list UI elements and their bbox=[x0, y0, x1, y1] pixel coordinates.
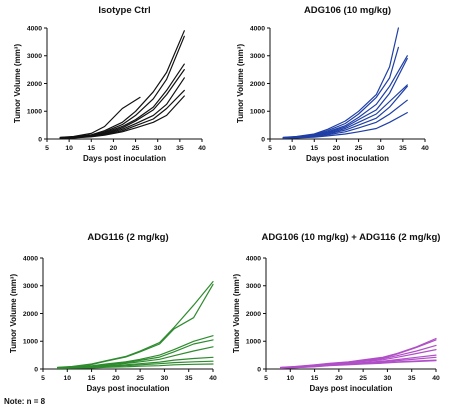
x-tick-label: 35 bbox=[185, 375, 193, 382]
y-tick-label: 3000 bbox=[250, 53, 265, 60]
x-tick-label: 15 bbox=[88, 145, 96, 152]
y-tick-label: 2000 bbox=[246, 311, 261, 318]
panel-isotype-ctrl: Isotype Ctrl 0 1000 2000 3000 4000 5 10 15 20 25 30… bbox=[13, 5, 206, 163]
y-tick-label: 4000 bbox=[246, 255, 261, 262]
y-tick-label: 4000 bbox=[250, 25, 265, 32]
y-tick-label: 4000 bbox=[27, 25, 42, 32]
series-line-8 bbox=[282, 111, 408, 139]
y-axis-label: Tumor Volume (mm³) bbox=[236, 44, 245, 124]
x-tick-label: 25 bbox=[355, 145, 363, 152]
x-tick-label: 35 bbox=[408, 375, 416, 382]
x-tick-label: 15 bbox=[311, 375, 319, 382]
x-axis-label: Days post inoculation bbox=[306, 154, 389, 163]
x-tick-label: 35 bbox=[399, 145, 407, 152]
series-line-2 bbox=[56, 283, 214, 369]
y-tick-label: 0 bbox=[38, 136, 42, 143]
y-tick-label: 2000 bbox=[27, 81, 42, 88]
y-axis-label: Tumor Volume (mm³) bbox=[232, 274, 241, 354]
x-tick-label: 15 bbox=[311, 145, 319, 152]
x-tick-label: 5 bbox=[41, 375, 45, 382]
series-line-1 bbox=[282, 27, 399, 138]
x-tick-label: 5 bbox=[264, 375, 268, 382]
x-axis-label: Days post inoculation bbox=[83, 154, 166, 163]
x-tick-label: 30 bbox=[384, 375, 392, 382]
y-tick-label: 0 bbox=[257, 366, 261, 373]
panel-adg106: ADG106 (10 mg/kg) 0 1000 2000 3000 4000 5 10 15 2… bbox=[236, 5, 429, 163]
series-line-4 bbox=[59, 63, 185, 139]
x-tick-label: 15 bbox=[88, 375, 96, 382]
series-line-8 bbox=[56, 363, 214, 369]
x-tick-label: 40 bbox=[432, 375, 440, 382]
y-tick-label: 2000 bbox=[23, 311, 38, 318]
x-tick-label: 35 bbox=[176, 145, 184, 152]
x-tick-label: 25 bbox=[359, 375, 367, 382]
x-tick-label: 10 bbox=[65, 145, 73, 152]
x-tick-label: 30 bbox=[161, 375, 169, 382]
panel-title: ADG116 (2 mg/kg) bbox=[87, 232, 168, 243]
y-axis-label: Tumor Volume (mm³) bbox=[13, 44, 22, 124]
series-line-2 bbox=[282, 46, 399, 139]
x-tick-label: 20 bbox=[333, 145, 341, 152]
y-tick-label: 0 bbox=[261, 136, 265, 143]
x-axis-label: Days post inoculation bbox=[309, 384, 392, 393]
x-tick-label: 25 bbox=[136, 375, 144, 382]
y-tick-label: 0 bbox=[34, 366, 38, 373]
x-tick-label: 40 bbox=[209, 375, 217, 382]
y-tick-label: 3000 bbox=[27, 53, 42, 60]
panel-combination: ADG106 (10 mg/kg) + ADG116 (2 mg/kg) 0 100… bbox=[232, 232, 440, 393]
y-tick-label: 2000 bbox=[250, 81, 265, 88]
x-tick-label: 25 bbox=[132, 145, 140, 152]
series-line-7 bbox=[59, 89, 185, 139]
x-tick-label: 40 bbox=[198, 145, 206, 152]
x-tick-label: 20 bbox=[335, 375, 343, 382]
x-tick-label: 40 bbox=[421, 145, 429, 152]
footnote-sample-size: Note: n = 8 bbox=[4, 397, 46, 406]
panel-title: Isotype Ctrl bbox=[98, 5, 150, 16]
x-tick-label: 30 bbox=[154, 145, 162, 152]
x-tick-label: 10 bbox=[287, 375, 295, 382]
x-tick-label: 5 bbox=[45, 145, 49, 152]
y-tick-label: 1000 bbox=[27, 109, 42, 116]
x-tick-label: 20 bbox=[110, 145, 118, 152]
y-tick-label: 1000 bbox=[246, 339, 261, 346]
series-line-8 bbox=[280, 360, 437, 369]
panel-title: ADG106 (10 mg/kg) bbox=[304, 5, 391, 16]
x-tick-label: 20 bbox=[112, 375, 120, 382]
x-tick-label: 10 bbox=[64, 375, 72, 382]
y-tick-label: 1000 bbox=[23, 339, 38, 346]
series-line-7 bbox=[282, 99, 408, 139]
panel-title: ADG106 (10 mg/kg) + ADG116 (2 mg/kg) bbox=[262, 232, 441, 243]
y-tick-label: 3000 bbox=[23, 283, 38, 290]
x-tick-label: 5 bbox=[268, 145, 272, 152]
series-line-8 bbox=[59, 95, 185, 139]
panel-adg116: ADG116 (2 mg/kg) 0 1000 2000 3000 4000 5 10 15 20… bbox=[9, 232, 217, 393]
series-line-1 bbox=[56, 281, 214, 368]
x-tick-label: 30 bbox=[377, 145, 385, 152]
y-tick-label: 4000 bbox=[23, 255, 38, 262]
x-tick-label: 10 bbox=[288, 145, 296, 152]
y-tick-label: 1000 bbox=[250, 109, 265, 116]
y-axis-label: Tumor Volume (mm³) bbox=[9, 274, 18, 354]
series-line-2 bbox=[59, 30, 185, 139]
y-tick-label: 3000 bbox=[246, 283, 261, 290]
x-axis-label: Days post inoculation bbox=[86, 384, 169, 393]
